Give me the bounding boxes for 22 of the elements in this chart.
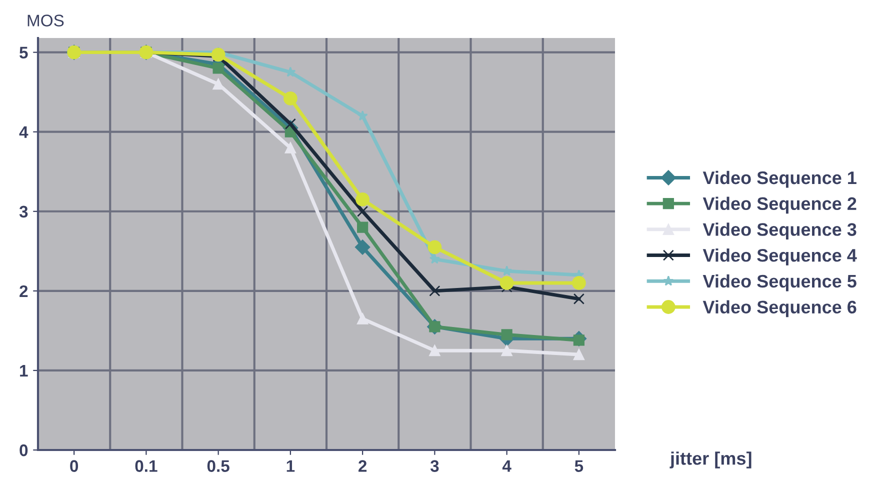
y-tick-label: 5 (20, 46, 28, 59)
legend-label: Video Sequence 6 (702, 300, 856, 318)
x-axis-title: jitter [ms] (670, 452, 752, 468)
x-tick-label: 3 (430, 460, 439, 472)
legend-label: Video Sequence 4 (702, 248, 857, 266)
y-tick-label: 0 (20, 444, 28, 456)
x-tick-label: 2 (358, 460, 367, 472)
x-tick-label: 0.1 (135, 460, 158, 472)
legend-label: Video Sequence 2 (702, 196, 856, 214)
x-tick-label: 4 (502, 460, 512, 472)
x-tick-label: 0.5 (207, 460, 230, 472)
y-tick-label: 3 (19, 206, 28, 218)
x-tick-label: 5 (574, 460, 584, 472)
legend-label: Video Sequence 1 (702, 170, 856, 188)
legend-label: Video Sequence 3 (702, 222, 856, 240)
y-tick-label: 2 (20, 285, 28, 297)
y-tick-label: 1 (20, 365, 28, 376)
y-tick-label: 4 (19, 126, 28, 138)
y-axis-title: MOS (28, 14, 64, 26)
x-tick-label: 1 (286, 460, 295, 472)
legend-label: Video Sequence 5 (702, 274, 856, 292)
x-tick-label: 0 (70, 460, 78, 472)
